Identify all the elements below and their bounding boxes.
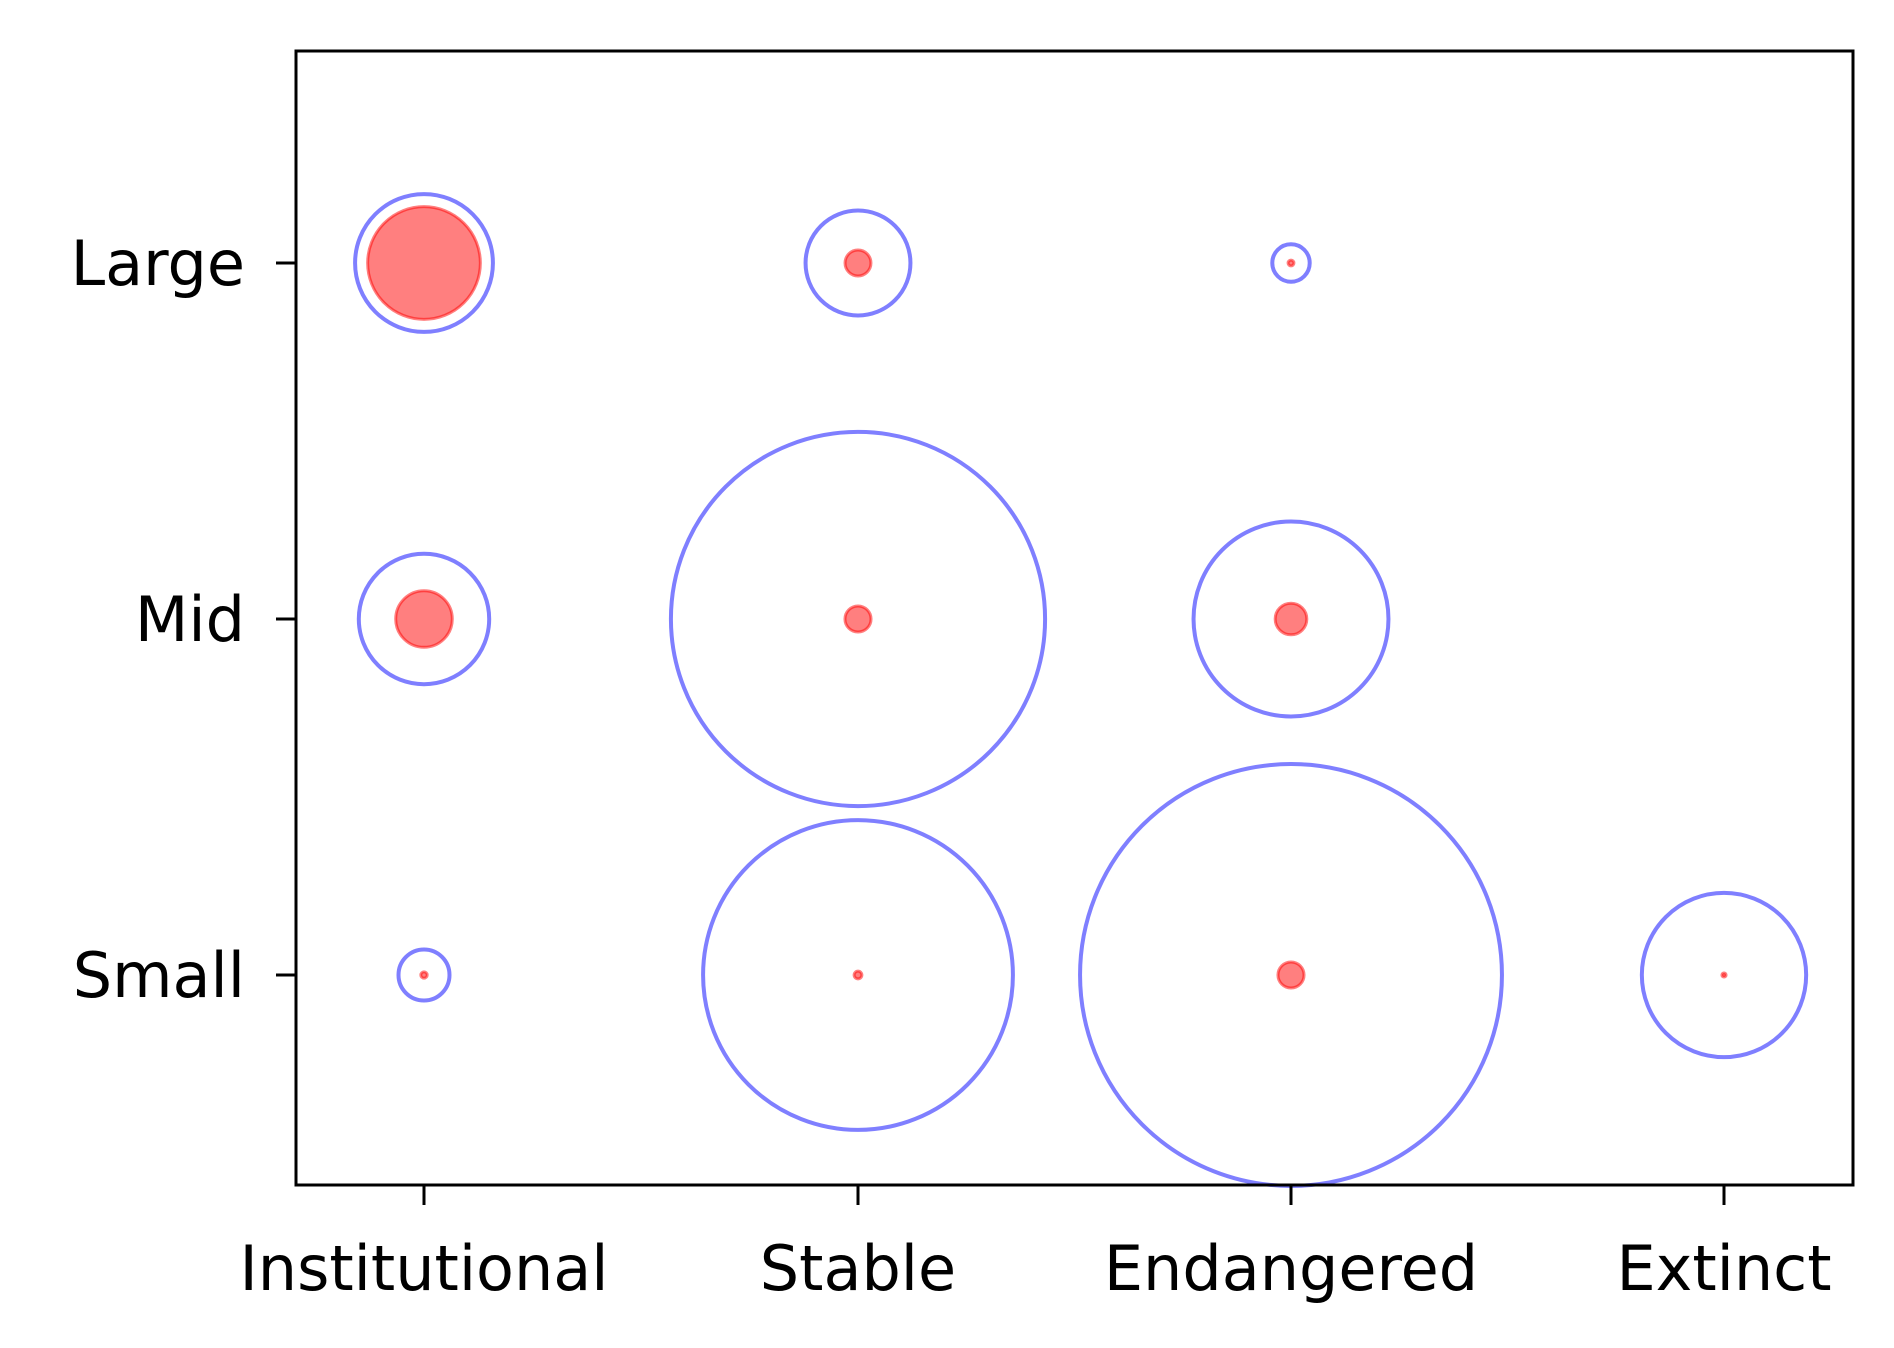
bubble-layer [353, 192, 1809, 1188]
outer-bubble-extinct-small [1639, 890, 1809, 1060]
y-tick-label-small: Small [73, 939, 245, 1012]
inner-bubble-stable-small [852, 969, 864, 981]
inner-bubble-institutional-small [419, 970, 429, 980]
inner-bubble-endangered-large [1286, 258, 1296, 268]
inner-bubble-endangered-small [1276, 960, 1306, 990]
y-tick-label-mid: Mid [135, 583, 245, 656]
x-tick-label-extinct: Extinct [1616, 1232, 1831, 1305]
y-tick-label-large: Large [71, 227, 245, 300]
inner-bubble-institutional-mid [394, 589, 454, 649]
y-axis: Small Mid Large [71, 227, 296, 1012]
inner-bubble-endangered-mid [1273, 601, 1309, 637]
x-axis: Institutional Stable Endangered Extinct [239, 1185, 1832, 1305]
plot-area-frame [294, 49, 1855, 1187]
inner-bubble-stable-large [843, 248, 873, 278]
inner-bubble-extinct-small [1720, 971, 1728, 979]
outer-bubble-institutional-large [353, 192, 495, 334]
x-tick-label-endangered: Endangered [1104, 1232, 1478, 1305]
outer-bubble-stable-small [701, 818, 1015, 1132]
inner-bubble-stable-mid [843, 604, 873, 634]
outer-bubble-endangered-mid [1191, 519, 1391, 719]
outer-bubble-stable-large [803, 208, 913, 318]
outer-bubble-stable-mid [668, 429, 1048, 809]
inner-bubble-institutional-large [366, 205, 482, 321]
outer-bubble-institutional-mid [356, 551, 492, 687]
x-tick-label-stable: Stable [760, 1232, 956, 1305]
x-tick-label-institutional: Institutional [239, 1232, 608, 1305]
outer-bubble-institutional-small [396, 947, 452, 1003]
outer-bubble-endangered-large [1270, 242, 1312, 284]
